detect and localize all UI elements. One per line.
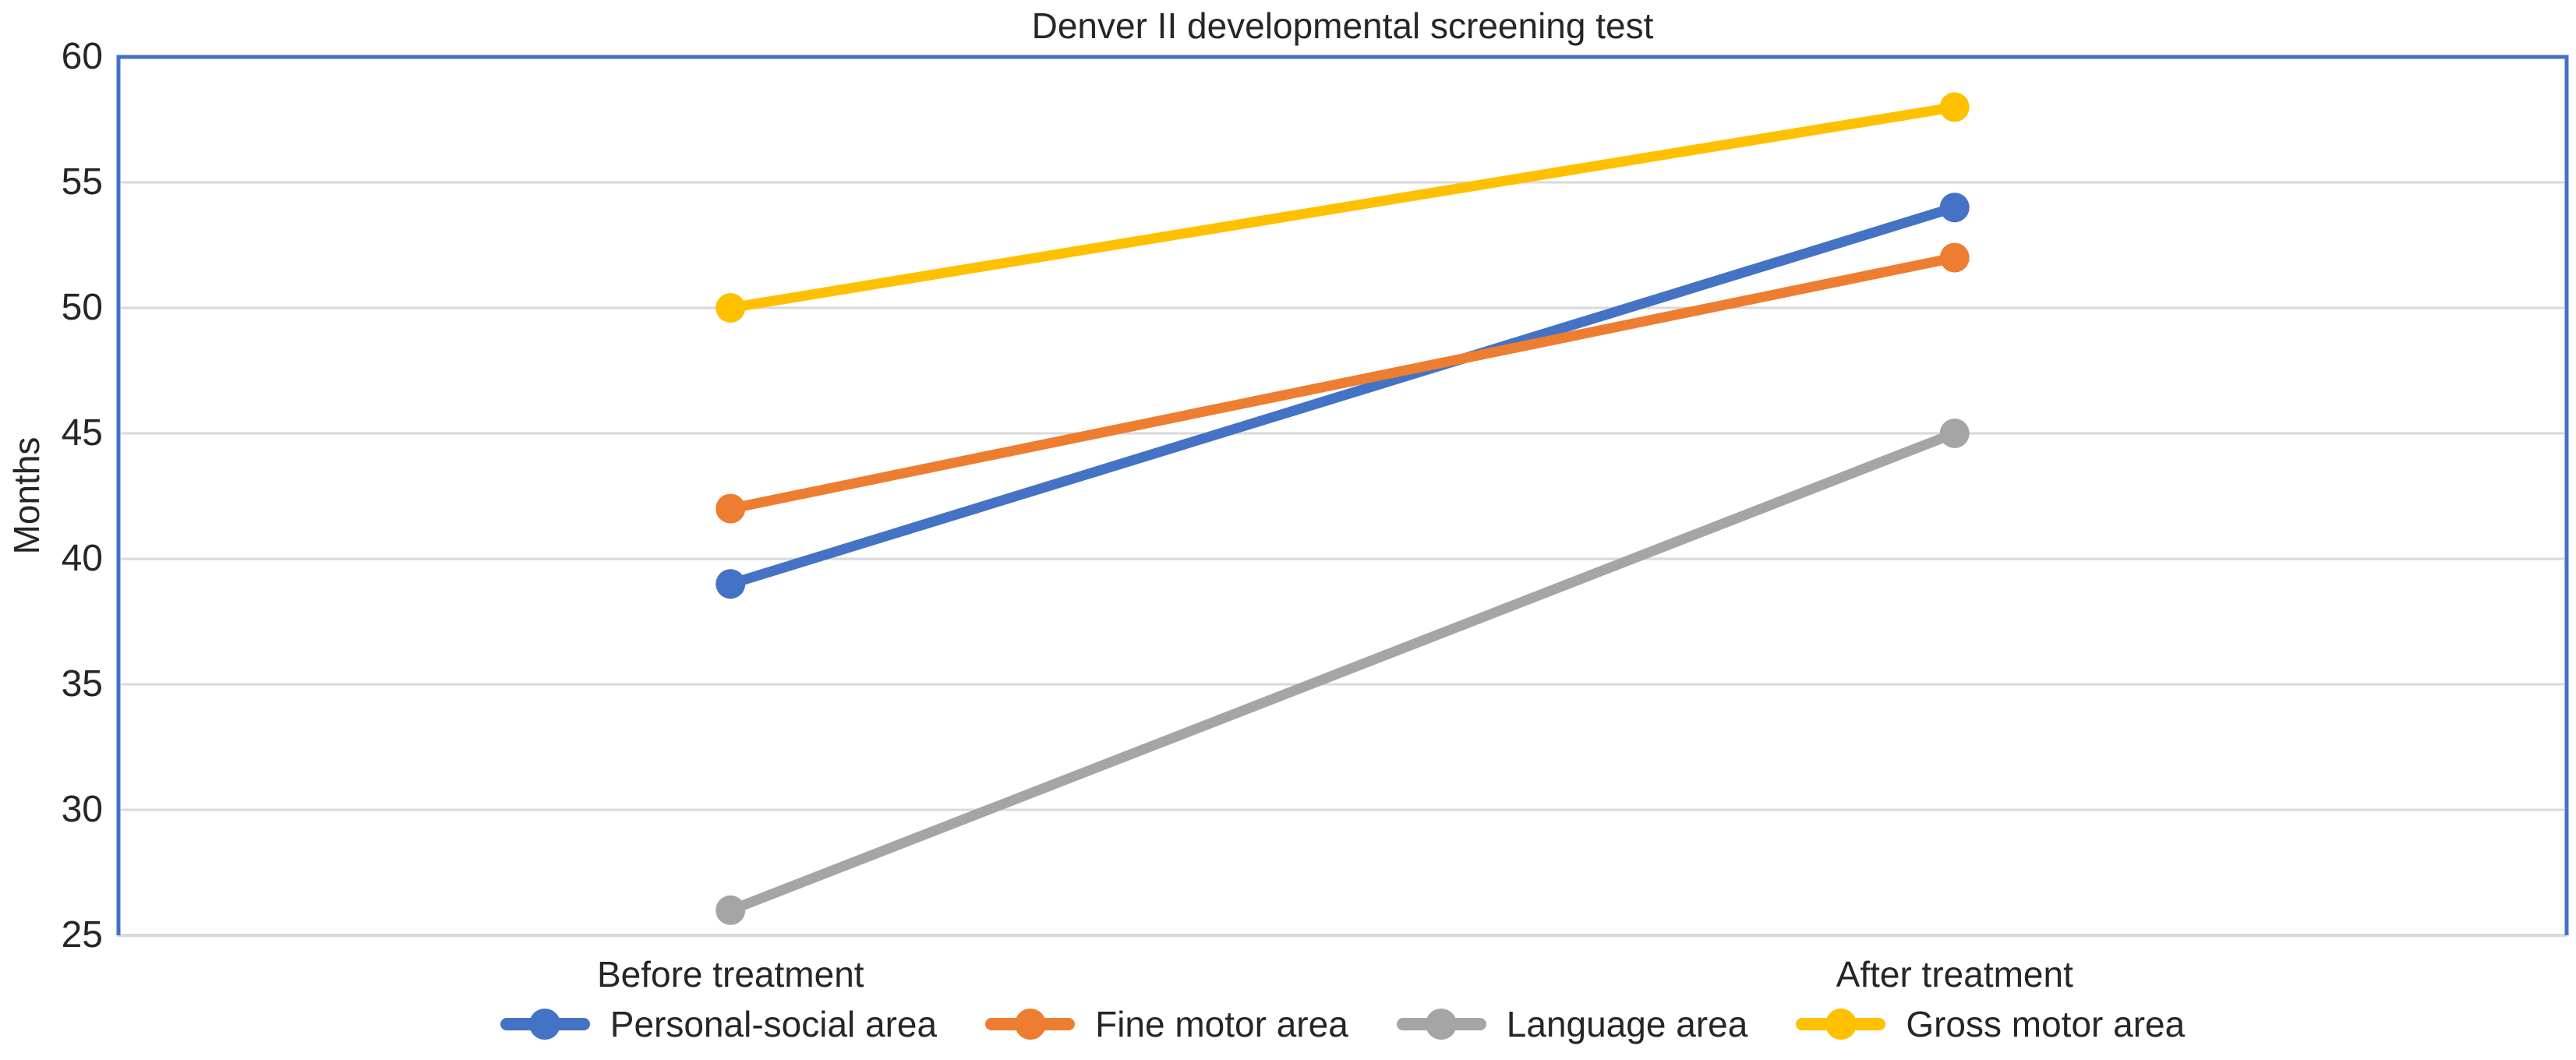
legend-dot-icon (529, 1009, 561, 1040)
legend-label: Personal-social area (610, 1004, 938, 1044)
legend-item-personal-social-area: Personal-social area (500, 1002, 937, 1046)
legend-label: Language area (1506, 1004, 1748, 1044)
data-point-fine-motor-area (1939, 242, 1970, 273)
y-tick-label: 50 (61, 287, 103, 328)
legend-item-fine-motor-area: Fine motor area (985, 1002, 1348, 1046)
legend: Personal-social area Fine motor area Langu… (118, 1002, 2567, 1046)
series-line-fine-motor-area (725, 253, 1960, 514)
series-line-personal-social-area (725, 202, 1960, 589)
y-tick-label: 55 (61, 161, 103, 203)
legend-dot-icon (1426, 1009, 1458, 1040)
legend-item-language-area: Language area (1396, 1002, 1748, 1046)
data-point-gross-motor-area (1939, 92, 1970, 122)
data-point-fine-motor-area (716, 493, 746, 524)
legend-dot-icon (1825, 1009, 1857, 1040)
y-tick-label: 40 (61, 538, 103, 579)
y-tick-label: 45 (61, 412, 103, 454)
series-line-language-area (725, 428, 1960, 916)
data-point-personal-social-area (1939, 193, 1970, 223)
legend-label: Fine motor area (1095, 1004, 1348, 1044)
legend-line-marker-icon (1796, 1009, 1886, 1040)
x-category-label: After treatment (1836, 954, 2073, 995)
y-tick-label: 25 (61, 914, 103, 956)
x-category-label: Before treatment (596, 954, 864, 995)
legend-item-gross-motor-area: Gross motor area (1796, 1002, 2185, 1046)
data-point-language-area (716, 895, 746, 925)
legend-line-marker-icon (1396, 1009, 1486, 1040)
plot-border (116, 55, 2569, 935)
legend-dot-icon (1014, 1009, 1046, 1040)
data-point-personal-social-area (716, 569, 746, 599)
data-point-language-area (1939, 419, 1970, 448)
y-tick-label: 35 (61, 663, 103, 705)
y-tick-label: 60 (61, 36, 103, 77)
series-line-gross-motor-area (725, 101, 1960, 313)
data-point-gross-motor-area (716, 293, 746, 323)
legend-label: Gross motor area (1906, 1004, 2186, 1044)
chart-title: Denver II developmental screening test (1031, 5, 1654, 46)
legend-line-marker-icon (500, 1009, 590, 1040)
legend-line-marker-icon (985, 1009, 1076, 1040)
y-tick-label: 30 (61, 789, 103, 830)
